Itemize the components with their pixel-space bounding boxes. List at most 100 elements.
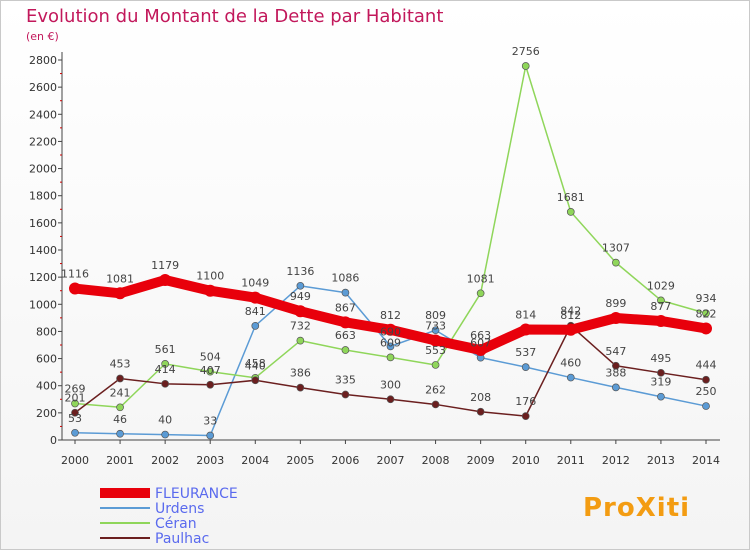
data-point: [612, 383, 620, 392]
x-tick-label: 2008: [422, 454, 450, 467]
x-tick-label: 2014: [692, 454, 720, 467]
x-tick-label: 2007: [377, 454, 405, 467]
x-tick-label: 2002: [151, 454, 179, 467]
axes: 0 200 400 600 800 1000 1200 1400 1600 1800 2000 220…: [29, 52, 720, 467]
data-label: 504: [200, 351, 221, 364]
y-tick-label: 1000: [29, 298, 57, 311]
y-tick-label: 1200: [29, 271, 57, 284]
data-point: [71, 428, 79, 437]
y-tick-label: 400: [36, 380, 57, 393]
data-label: 300: [380, 378, 401, 391]
x-tick-label: 2003: [196, 454, 224, 467]
data-label: 414: [155, 363, 176, 376]
data-point: [206, 380, 215, 389]
proxiti-logo: ProXiti: [583, 493, 689, 523]
data-label: 1029: [647, 279, 675, 292]
data-point: [161, 430, 169, 439]
data-point: [161, 379, 169, 388]
data-point: [476, 407, 485, 416]
data-point: [474, 344, 487, 357]
y-tick-label: 1800: [29, 190, 57, 203]
data-point: [116, 374, 124, 383]
data-point: [609, 311, 622, 324]
legend-label: Céran: [155, 516, 197, 532]
data-label: 33: [203, 415, 217, 428]
y-tick-label: 0: [50, 434, 57, 447]
data-point: [296, 281, 305, 290]
data-label: 208: [470, 391, 491, 404]
data-point: [702, 309, 710, 318]
legend-label: Paulhac: [155, 531, 209, 547]
data-label: 201: [65, 392, 86, 405]
data-point: [114, 287, 127, 300]
plot-area: 1116 1081 1179 1100 1049 949 867 812 733 663 814 81…: [61, 45, 717, 440]
data-point: [116, 429, 124, 438]
data-point: [341, 346, 350, 354]
data-label: 812: [560, 309, 581, 322]
legend-label: FLEURANCE: [155, 486, 238, 502]
data-label: 842: [560, 305, 581, 318]
data-label: 841: [245, 305, 266, 318]
data-point: [204, 284, 217, 297]
data-point: [521, 62, 530, 70]
data-point: [386, 395, 395, 404]
y-tick-label: 2600: [29, 81, 57, 94]
data-label: 495: [650, 352, 671, 365]
data-point: [564, 323, 577, 336]
x-tick-label: 2010: [512, 454, 540, 467]
data-point: [386, 353, 395, 362]
legend-label: Urdens: [155, 501, 204, 517]
x-tick-label: 2001: [106, 454, 134, 467]
data-label: 561: [155, 343, 176, 356]
y-tick-label: 600: [36, 353, 57, 366]
data-point: [161, 360, 169, 368]
x-tick-label: 2000: [61, 454, 89, 467]
data-label: 407: [200, 364, 221, 377]
data-label: 537: [515, 346, 536, 359]
data-label: 335: [335, 374, 356, 387]
data-label: 733: [425, 320, 446, 333]
data-point: [519, 323, 532, 336]
data-point: [700, 322, 712, 335]
data-label: 458: [245, 357, 266, 370]
data-label: 663: [470, 329, 491, 342]
y-tick-label: 1600: [29, 217, 57, 230]
data-label: 663: [335, 329, 356, 342]
data-point: [69, 282, 81, 295]
data-point: [296, 383, 305, 392]
y-tick-label: 2400: [29, 108, 57, 121]
data-point: [657, 368, 665, 377]
data-point: [657, 392, 665, 401]
data-label: 877: [650, 300, 671, 313]
data-point: [702, 375, 710, 384]
data-label: 388: [605, 366, 626, 379]
data-point: [341, 390, 350, 399]
data-point: [521, 363, 530, 371]
data-point: [566, 373, 575, 382]
data-label: 822: [696, 307, 717, 320]
x-tick-label: 2013: [647, 454, 675, 467]
data-label: 1136: [286, 265, 314, 278]
data-label: 1307: [602, 242, 630, 255]
data-label: 1086: [331, 272, 359, 285]
data-label: 53: [68, 412, 82, 425]
data-label: 607: [470, 337, 491, 350]
x-tick-label: 2009: [467, 454, 495, 467]
data-label: 1681: [557, 191, 585, 204]
data-point: [296, 336, 305, 345]
data-label: 460: [560, 357, 581, 370]
data-label: 453: [110, 358, 131, 371]
data-label: 949: [290, 290, 311, 303]
data-label: 444: [696, 359, 717, 372]
y-tick-label: 2800: [29, 54, 57, 67]
data-label: 2756: [512, 45, 540, 58]
y-tick-label: 2000: [29, 163, 57, 176]
data-label: 814: [515, 309, 536, 322]
data-label: 1081: [467, 272, 495, 285]
data-point: [612, 361, 620, 370]
data-point: [116, 403, 124, 412]
data-label: 547: [605, 345, 626, 358]
data-label: 809: [425, 309, 446, 322]
